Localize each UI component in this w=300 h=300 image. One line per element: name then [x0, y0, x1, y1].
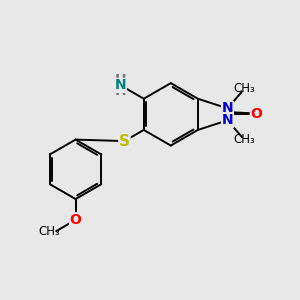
Text: O: O: [70, 213, 82, 227]
Text: N: N: [222, 101, 233, 116]
Text: O: O: [250, 107, 262, 121]
Text: H: H: [115, 73, 126, 87]
Text: CH₃: CH₃: [233, 82, 255, 95]
Text: H: H: [115, 84, 126, 98]
Text: S: S: [119, 134, 130, 148]
Text: N: N: [222, 113, 233, 127]
Text: CH₃: CH₃: [233, 134, 255, 146]
Text: N: N: [115, 78, 126, 92]
Text: CH₃: CH₃: [39, 225, 61, 238]
